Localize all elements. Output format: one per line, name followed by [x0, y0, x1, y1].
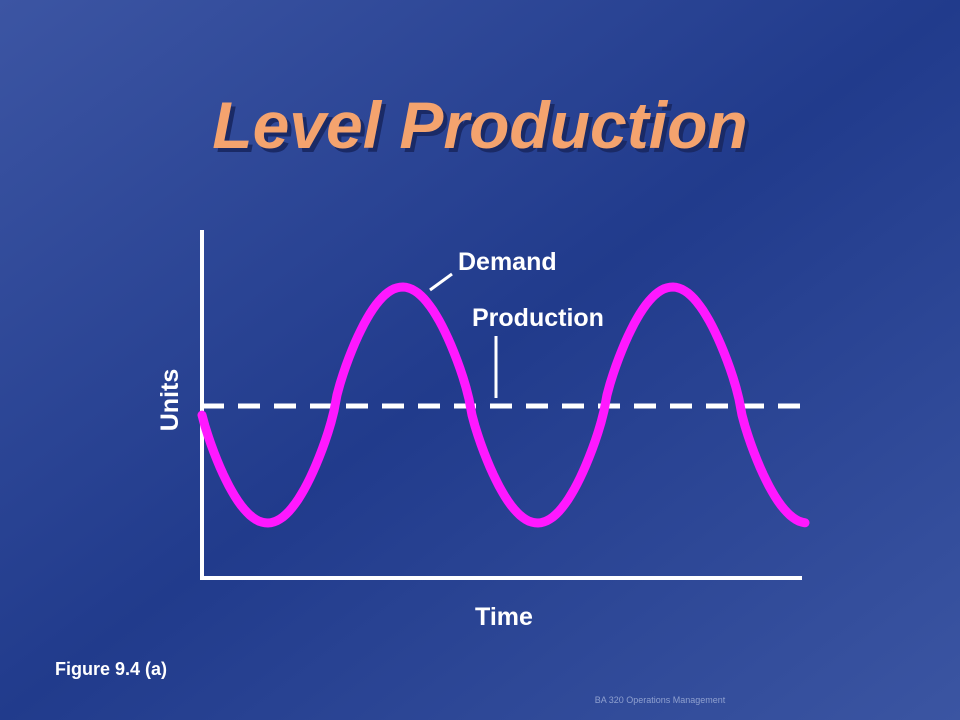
demand-label: Demand [458, 248, 557, 276]
title-shadow: Level Production [216, 92, 751, 166]
caption: Figure 9.4 (a) [55, 659, 167, 679]
title: Level Production [212, 88, 747, 162]
demand-leader [429, 272, 453, 292]
demand-curve [197, 282, 810, 528]
production-label: Production [472, 304, 604, 332]
y-axis-label: Units [156, 369, 184, 432]
footer: BA 320 Operations Management [595, 695, 726, 705]
x-axis-label: Time [475, 603, 533, 631]
